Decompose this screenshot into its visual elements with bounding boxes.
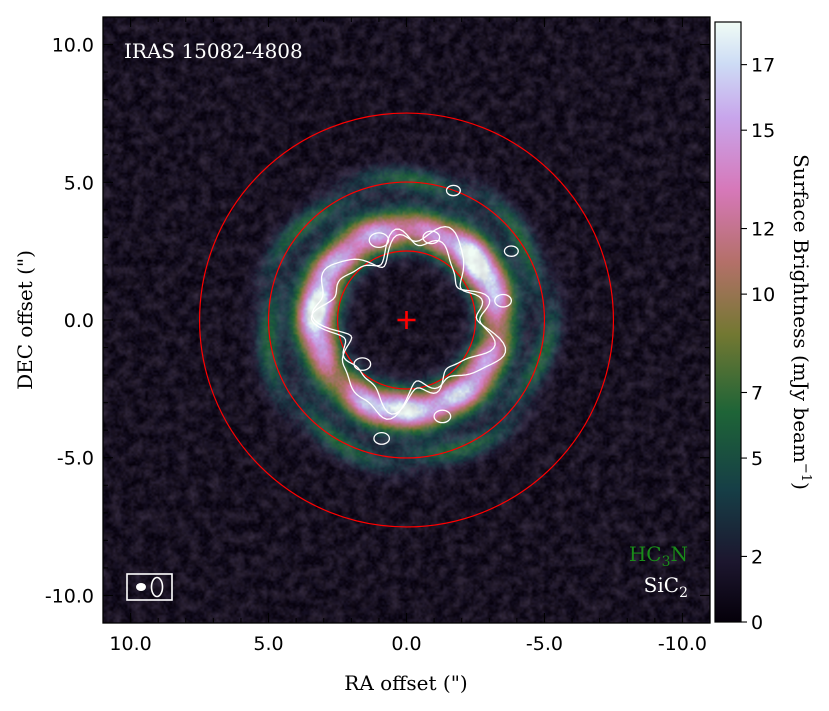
colorbar-tick-label-1: 2 bbox=[751, 546, 763, 568]
x-axis-label: RA offset (") bbox=[344, 671, 467, 695]
y-tick-label-0: 10.0 bbox=[52, 35, 94, 57]
center-marker bbox=[397, 311, 416, 329]
reference-circle-1 bbox=[336, 250, 477, 390]
colorbar-label: Surface Brightness (mJy beam−1) bbox=[789, 154, 813, 490]
sic2-contour-level-1 bbox=[311, 225, 507, 420]
y-tick-label-1: 5.0 bbox=[64, 172, 94, 194]
x-tick-label-1: 5.0 bbox=[253, 633, 283, 655]
y-tick-label-2: 0.0 bbox=[64, 310, 94, 332]
axis-ticks bbox=[103, 17, 710, 623]
colorbar-tick-label-0: 0 bbox=[751, 612, 763, 634]
colorbar-gradient bbox=[714, 21, 742, 623]
sic2-contour-lines bbox=[310, 184, 519, 445]
beam-box bbox=[126, 573, 173, 601]
sic2-contour-knot-5 bbox=[373, 432, 391, 445]
y-axis-label: DEC offset (") bbox=[13, 250, 37, 390]
legend-entry-sic2: SiC2 bbox=[644, 573, 688, 601]
reference-circles bbox=[198, 112, 615, 528]
x-tick-label-4: -10.0 bbox=[658, 633, 707, 655]
x-tick-label-3: -5.0 bbox=[526, 633, 563, 655]
sic2-contour-knot-8 bbox=[433, 409, 452, 424]
colorbar-tick-label-3: 7 bbox=[751, 382, 763, 404]
beam-indicator bbox=[126, 573, 173, 601]
colorbar-tick-label-7: 17 bbox=[751, 55, 775, 77]
sic2-contour-knot-3 bbox=[503, 245, 519, 257]
sic2-contour-knot-1 bbox=[368, 232, 390, 249]
beam-sic2 bbox=[150, 576, 164, 598]
colorbar-tick-label-4: 10 bbox=[751, 284, 775, 306]
map-panel: IRAS 15082-4808 HC3N SiC2 bbox=[102, 16, 711, 624]
sic2-contour-knot-2 bbox=[422, 230, 441, 245]
x-tick-label-2: 0.0 bbox=[391, 633, 421, 655]
colorbar: 0 2 5 7 10 12 15 17 Surface Brightness (mJy bea… bbox=[714, 21, 813, 634]
sic2-contour-knot-7 bbox=[494, 293, 512, 308]
reference-circle-3 bbox=[198, 112, 615, 528]
target-label: IRAS 15082-4808 bbox=[124, 39, 303, 63]
legend: HC3N SiC2 bbox=[629, 542, 688, 601]
sic2-contour-level-2 bbox=[310, 228, 496, 415]
x-tick-labels: 10.0 5.0 0.0 -5.0 -10.0 bbox=[109, 633, 707, 655]
reference-circle-2 bbox=[267, 181, 546, 459]
colorbar-tick-label-5: 12 bbox=[751, 219, 775, 241]
colorbar-ticks: 0 2 5 7 10 12 15 17 bbox=[741, 55, 775, 634]
colorbar-tick-label-2: 5 bbox=[751, 448, 763, 470]
colorbar-tick-label-6: 15 bbox=[751, 120, 775, 142]
legend-entry-hc3n: HC3N bbox=[629, 542, 688, 570]
sic2-contour-knot-6 bbox=[353, 357, 372, 371]
y-tick-label-3: -5.0 bbox=[57, 448, 94, 470]
x-tick-label-0: 10.0 bbox=[109, 633, 151, 655]
sic2-contour-knot-4 bbox=[445, 184, 461, 197]
beam-hc3n bbox=[136, 583, 146, 591]
y-tick-label-4: -10.0 bbox=[45, 585, 94, 607]
y-tick-labels: 10.0 5.0 0.0 -5.0 -10.0 bbox=[45, 35, 94, 608]
